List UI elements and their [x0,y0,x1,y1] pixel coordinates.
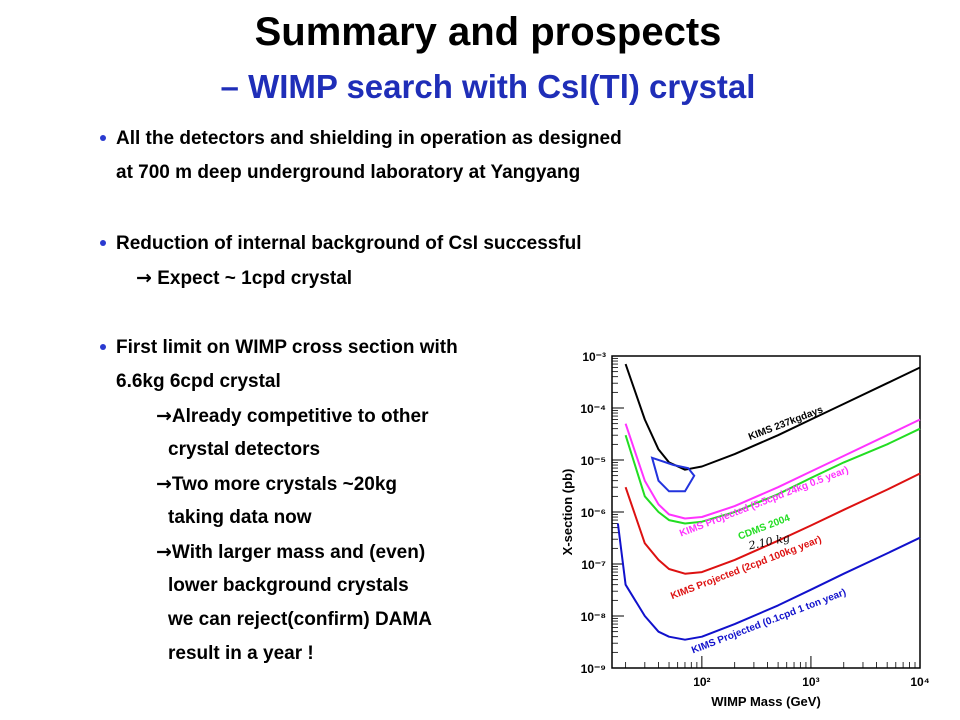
sub-bullet-3-line-2: lower background crystals [168,575,409,596]
right-arrow-icon: → [156,541,172,563]
sub-bullet-1-text: Already competitive to other [171,406,429,427]
bullet-3-line-1: First limit on WIMP cross section with [116,337,458,358]
bullet-marker [100,240,106,246]
plot-frame [611,355,921,669]
series-line-3 [624,472,921,575]
y-tick-label: 10⁻⁸ [581,610,606,624]
bullet-1-line-2: at 700 m deep underground laboratory at … [116,162,581,183]
sub-bullet-3-text: With larger mass and (even) [171,542,426,563]
sub-bullet-2-line-2: taking data now [168,507,312,528]
y-tick-label: 10⁻⁶ [581,506,606,520]
right-arrow-icon: → [156,473,172,495]
y-tick-label: 10⁻⁹ [581,662,606,676]
sub-bullet-3-line-1: →With larger mass and (even) [156,535,425,570]
bullet-3-line-2: 6.6kg 6cpd crystal [116,371,281,392]
series-line-0 [624,363,921,471]
x-axis-label: WIMP Mass (GeV) [711,694,821,709]
sub-bullet-1-line-1: →Already competitive to other [156,399,428,434]
series-line-4 [616,523,921,641]
series-line-1 [624,418,921,520]
page-title: Summary and prospects [254,10,722,54]
y-tick-label: 10⁻⁷ [581,558,606,572]
sub-bullet-2-text: Two more crystals ~20kg [171,474,398,495]
series-line-2 [624,427,921,525]
bullet-1-line-1: All the detectors and shielding in opera… [116,128,622,149]
x-tick-label: 10² [693,675,710,689]
bullet-2-line-2: → Expect ~ 1cpd crystal [136,261,352,296]
sub-bullet-1-line-2: crystal detectors [168,439,321,460]
sub-bullet-3-line-3: we can reject(confirm) DAMA [168,609,432,630]
y-axis-label: X-section (pb) [560,469,575,556]
bullet-marker [100,344,106,350]
bullet-2-line-2-text: Expect ~ 1cpd crystal [157,268,353,289]
y-tick-label: 10⁻⁵ [581,454,606,468]
x-tick-label: 10³ [802,675,819,689]
sub-bullet-2-line-1: →Two more crystals ~20kg [156,467,397,502]
bullet-2-line-1: Reduction of internal background of CsI … [116,233,582,254]
sub-bullet-3-line-4: result in a year ! [168,643,314,664]
bullet-marker [100,135,106,141]
page-subtitle: – WIMP search with CsI(Tl) crystal [220,68,756,105]
dama-region [650,456,696,493]
y-tick-label: 10⁻³ [582,350,606,364]
right-arrow-icon: → [136,267,152,289]
x-tick-label: 10⁴ [910,675,929,689]
y-tick-label: 10⁻⁴ [580,402,606,416]
right-arrow-icon: → [156,405,172,427]
